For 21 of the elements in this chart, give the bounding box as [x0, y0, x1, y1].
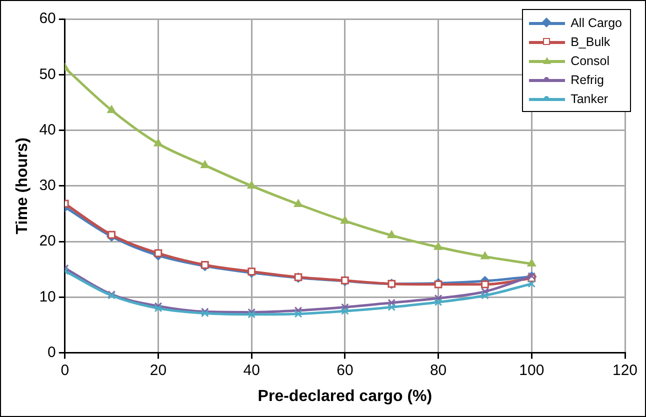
x-tick-label: 0 [60, 362, 70, 379]
y-tick-label: 60 [39, 10, 56, 28]
y-tick-label: 20 [39, 232, 56, 250]
legend-label: B_Bulk [570, 34, 610, 48]
x-tick-label: 60 [336, 362, 354, 379]
x-tick-label: 120 [612, 362, 638, 379]
x-tick-label: 40 [243, 362, 260, 379]
legend-label: All Cargo [570, 16, 622, 30]
x-tick-label: 80 [430, 362, 447, 379]
x-axis-title: Pre-declared cargo (%) [258, 388, 432, 405]
x-tick-label: 20 [150, 362, 167, 379]
legend-label: Tanker [570, 92, 608, 106]
y-tick-label: 30 [39, 177, 56, 194]
y-tick-label: 0 [48, 344, 56, 361]
y-axis-title: Time (hours) [14, 138, 32, 234]
y-tick-label: 10 [39, 288, 56, 306]
y-tick-label: 40 [39, 121, 56, 138]
x-tick-label: 100 [519, 362, 544, 379]
legend-label: Consol [570, 54, 610, 68]
legend-label: Refrig [570, 72, 604, 86]
y-tick-label: 50 [39, 66, 56, 83]
